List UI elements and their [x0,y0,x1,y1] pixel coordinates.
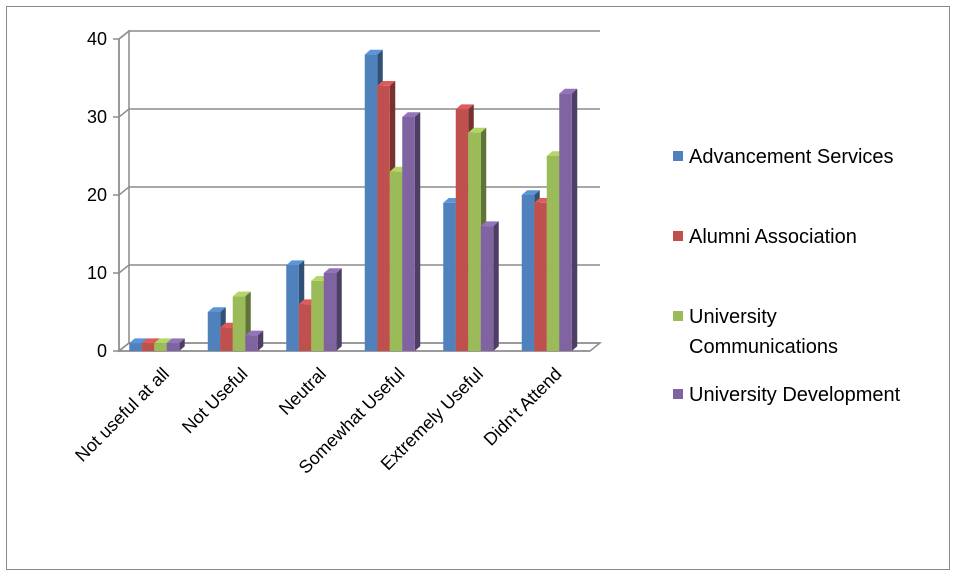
bar-front [232,296,246,351]
x-tick-label: Not useful at all [71,364,173,466]
bar-front [207,312,221,351]
legend-item: Advancement Services [673,146,894,168]
gridlines: 0 10 20 30 40 [87,29,600,361]
bar-top [129,338,148,344]
bar-side [257,330,264,351]
bar [323,268,342,351]
bar-front [220,327,233,351]
bar-top [166,338,185,344]
legend-label: Advancement Services [689,146,894,168]
bar-front [455,109,469,351]
bar-front [141,343,155,351]
bar-top [480,221,499,227]
x-tick-label: Neutral [275,364,330,419]
legend-swatch [673,231,683,241]
bar-front [311,280,324,351]
bar-top [141,338,160,344]
column-chart: 0 10 20 30 40 Not useful at all Not Useful Neut… [71,29,901,478]
bar-top [468,127,487,133]
bar-front [166,343,180,351]
bar-top [154,338,173,344]
gridline [118,342,600,352]
legend-swatch [673,389,683,399]
x-tick-labels: Not useful at all Not Useful NeutralSomewh… [71,364,565,478]
bar [480,221,499,351]
bar-top [559,88,578,94]
bar-front [546,156,560,351]
legend-label: Communications [689,336,838,358]
bar-front [154,343,167,351]
gridline [118,30,600,40]
bar-top [207,307,226,312]
y-tick-label: 0 [97,341,107,361]
x-tick-label: Not Useful [178,364,252,438]
y-tick-label: 30 [87,107,107,127]
bar-front [559,93,572,351]
bar-top [402,112,421,117]
bar-side [493,221,499,351]
x-tick-label: Didn't Attend [480,364,566,450]
bar-front [402,117,415,351]
bar-front [468,132,481,351]
legend-label: University Development [689,384,901,406]
gridline [118,108,600,118]
bar-top [323,268,342,273]
bar-front [245,335,258,351]
bars [129,49,578,352]
chart-frame: 0 10 20 30 40 Not useful at all Not Useful Neut… [6,6,950,570]
bar-top [286,260,305,266]
gridline [118,264,600,274]
bar-top [377,81,396,86]
legend-item: University Development [673,384,901,406]
legend-swatch [673,151,683,161]
legend-label: Alumni Association [689,226,857,248]
bar-side [336,268,342,351]
bar-top [521,190,540,195]
bar-side [571,88,578,352]
bar-front [364,54,378,351]
bar-top [245,330,264,336]
bar-front [377,85,390,352]
bar [245,330,264,351]
legend-item: Alumni Association [673,226,857,248]
bar-top [455,104,474,110]
bar-side [414,112,421,351]
bar-front [286,265,299,351]
bar [166,338,185,351]
bar-front [480,226,494,351]
bar [402,112,421,351]
legend-item: University Communications [673,306,838,358]
bar-front [521,195,535,351]
legend-swatch [673,311,683,321]
legend: Advancement Services Alumni Association Un… [673,146,901,406]
bar-front [389,171,403,351]
y-tick-label: 40 [87,29,107,49]
bar-front [443,202,456,351]
bar-front [323,273,337,351]
y-tick-label: 20 [87,185,107,205]
bar-front [534,202,547,351]
gridline [118,186,600,196]
bar-front [298,304,312,351]
legend-label: University [689,306,777,328]
bar-front [129,343,142,351]
bar-side [179,338,185,351]
y-tick-label: 10 [87,263,107,283]
bar [559,88,578,352]
bar-top [232,291,251,297]
bar-top [364,49,383,55]
